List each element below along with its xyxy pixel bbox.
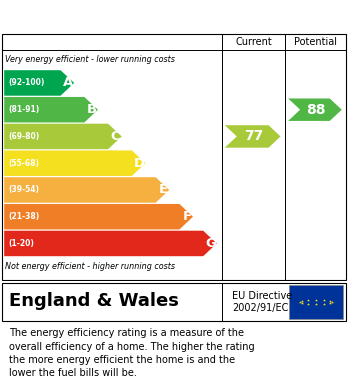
Text: (81-91): (81-91) [8,105,40,114]
Polygon shape [288,99,342,121]
Text: Not energy efficient - higher running costs: Not energy efficient - higher running co… [5,262,175,271]
Text: 77: 77 [244,129,263,143]
Text: 2002/91/EC: 2002/91/EC [232,303,289,313]
Polygon shape [4,124,122,149]
Text: EU Directive: EU Directive [232,291,293,301]
Text: The energy efficiency rating is a measure of the
overall efficiency of a home. T: The energy efficiency rating is a measur… [9,328,254,378]
Text: F: F [182,210,191,223]
Polygon shape [4,70,74,96]
Text: C: C [111,130,120,143]
Polygon shape [4,151,145,176]
Text: G: G [205,237,216,250]
Text: 88: 88 [306,103,326,117]
Text: B: B [87,103,97,116]
Text: A: A [63,77,73,90]
Text: (69-80): (69-80) [8,132,40,141]
Polygon shape [225,125,280,148]
Text: Energy Efficiency Rating: Energy Efficiency Rating [9,9,230,24]
Text: (1-20): (1-20) [8,239,34,248]
Text: (92-100): (92-100) [8,79,45,88]
Text: England & Wales: England & Wales [9,292,179,310]
Text: Current: Current [235,37,272,47]
Polygon shape [4,177,169,203]
Text: E: E [159,183,168,196]
Text: Potential: Potential [294,37,337,47]
Text: (55-68): (55-68) [8,159,39,168]
Text: (39-54): (39-54) [8,185,39,194]
Text: D: D [134,157,145,170]
Text: Very energy efficient - lower running costs: Very energy efficient - lower running co… [5,54,175,64]
Bar [289,285,343,319]
Polygon shape [4,97,98,122]
Polygon shape [4,204,193,230]
Text: (21-38): (21-38) [8,212,40,221]
Polygon shape [4,231,217,256]
